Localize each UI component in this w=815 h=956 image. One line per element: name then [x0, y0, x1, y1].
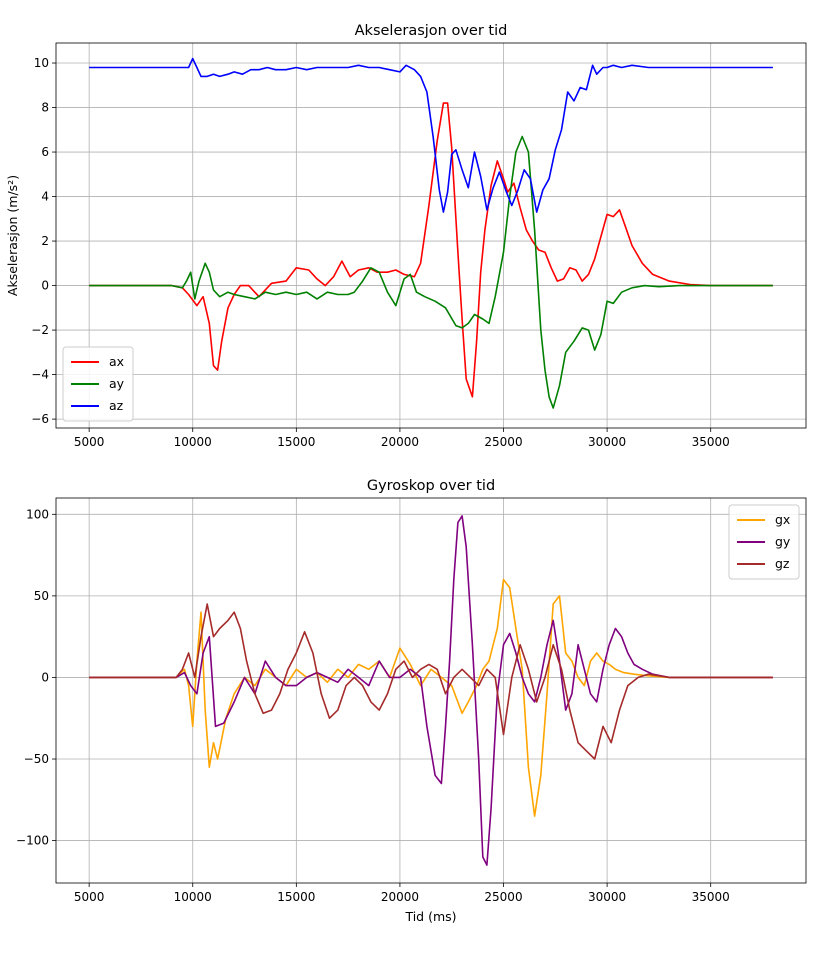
series-line-az	[89, 57, 773, 213]
y-tick-label: −6	[31, 412, 49, 426]
legend-label-gy: gy	[775, 534, 791, 549]
x-tick-label: 20000	[381, 435, 419, 449]
legend: gx gy gz	[728, 504, 800, 580]
x-tick-label: 25000	[484, 435, 522, 449]
gridlines	[56, 498, 806, 883]
legend-label-ax: ax	[109, 354, 124, 369]
x-tick-label: 25000	[484, 890, 522, 904]
series-line-ax	[89, 102, 773, 398]
x-tick-label: 20000	[381, 890, 419, 904]
y-tick-label: 8	[41, 101, 49, 115]
y-axis-label: Akselerasjon (m/s²)	[5, 175, 20, 296]
x-tick-label: 15000	[277, 435, 315, 449]
y-tick-label: −2	[31, 323, 49, 337]
x-tick-label: 5000	[74, 435, 105, 449]
y-tick-label: 6	[41, 145, 49, 159]
y-tick-label: 0	[41, 279, 49, 293]
y-tick-label: −50	[24, 752, 49, 766]
chart-panel-2: 5000 10000 15000 20000 25000 30000 35000 −100 −5…	[16, 478, 807, 924]
x-tick-label: 35000	[692, 890, 730, 904]
chart-title: Akselerasjon over tid	[355, 23, 508, 39]
plot-frame	[55, 42, 807, 429]
series-group	[89, 515, 773, 866]
plot-frame	[55, 497, 807, 884]
y-tick-label: −4	[31, 368, 49, 382]
legend-label-az: az	[109, 398, 124, 413]
x-axis-label: Tid (ms)	[404, 909, 456, 924]
series-line-ay	[89, 135, 773, 409]
x-tick-label: 10000	[174, 435, 212, 449]
series-line-gx	[89, 578, 773, 817]
x-tick-label: 30000	[588, 890, 626, 904]
x-tick-label: 30000	[588, 435, 626, 449]
x-tick-label: 10000	[174, 890, 212, 904]
series-group	[89, 57, 773, 409]
y-tick-label: 2	[41, 234, 49, 248]
legend-label-ay: ay	[109, 376, 125, 391]
axis-ticks: 5000 10000 15000 20000 25000 30000 35000 −100 −5…	[16, 507, 730, 904]
x-tick-label: 15000	[277, 890, 315, 904]
legend: ax ay az	[62, 346, 134, 422]
gridlines	[56, 43, 806, 428]
x-tick-label: 5000	[74, 890, 105, 904]
chart-title: Gyroskop over tid	[367, 478, 495, 494]
x-tick-label: 35000	[692, 435, 730, 449]
y-tick-label: 0	[41, 670, 49, 684]
y-tick-label: 10	[34, 56, 49, 70]
legend-label-gx: gx	[775, 512, 790, 527]
legend-label-gz: gz	[775, 556, 790, 571]
series-line-gz	[89, 603, 773, 760]
chart-panel-1: 5000 10000 15000 20000 25000 30000 35000 −6 −4 −2…	[5, 23, 807, 449]
y-tick-label: 50	[34, 589, 49, 603]
y-tick-label: 100	[26, 507, 49, 521]
y-tick-label: −100	[16, 834, 49, 848]
y-tick-label: 4	[41, 190, 49, 204]
series-line-gy	[89, 515, 773, 866]
axis-ticks: 5000 10000 15000 20000 25000 30000 35000 −6 −4 −2…	[31, 56, 729, 449]
